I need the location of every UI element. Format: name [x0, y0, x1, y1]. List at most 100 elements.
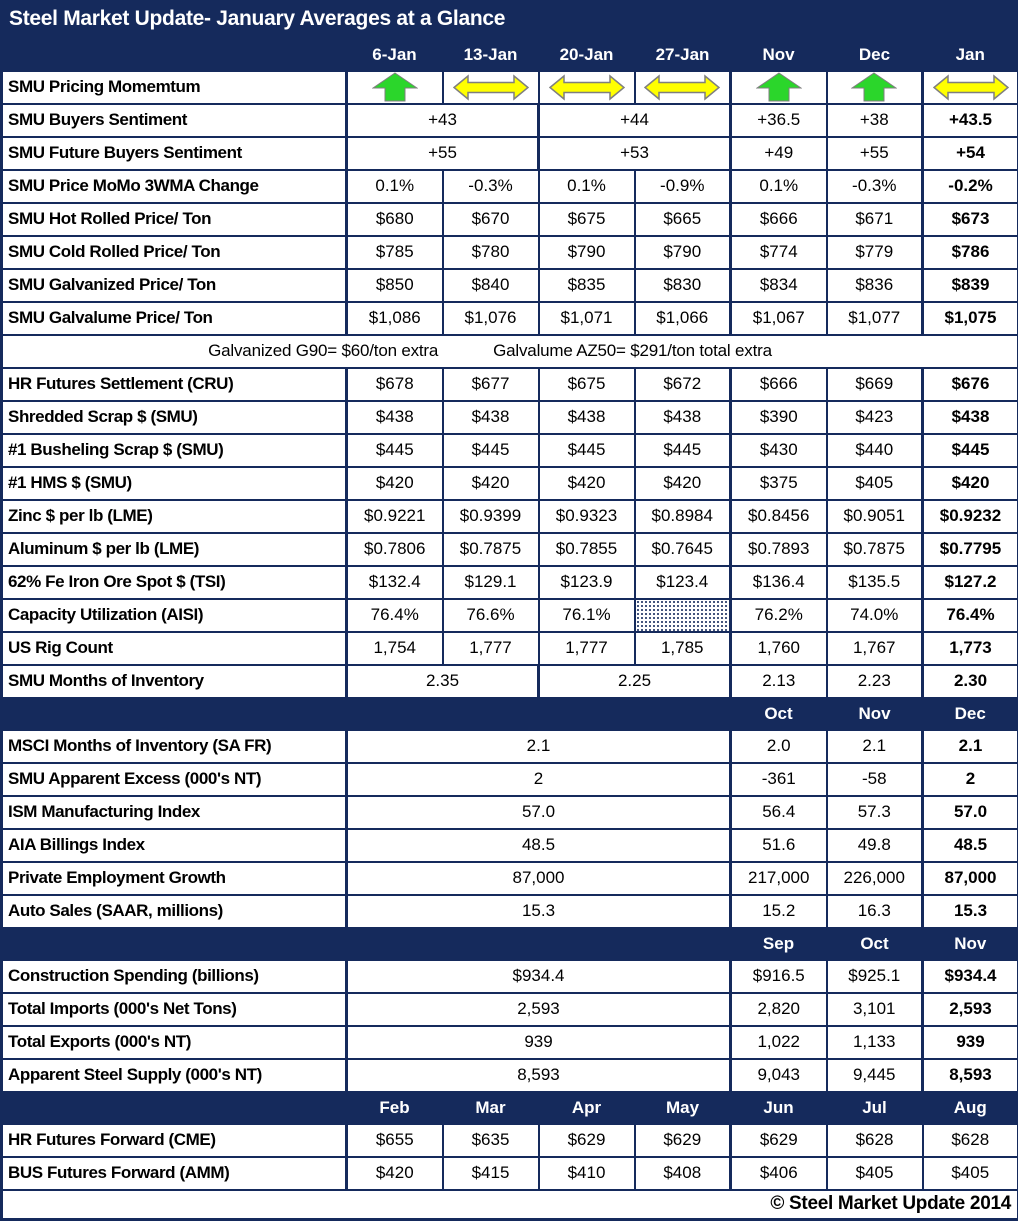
value-cell: $123.4 — [633, 564, 732, 600]
value-cell: $671 — [825, 201, 924, 237]
row-label: HR Futures Settlement (CRU) — [0, 366, 348, 402]
value-cell: $420 — [345, 465, 444, 501]
value-cell: $779 — [825, 234, 924, 270]
row-label: Capacity Utilization (AISI) — [0, 597, 348, 633]
row-label: Zinc $ per lb (LME) — [0, 498, 348, 534]
value-cell: +43 — [345, 102, 540, 138]
column-header: Nov — [921, 926, 1018, 961]
note-text: Galvalume AZ50= $291/ton total extra — [493, 341, 772, 360]
up-arrow-icon — [371, 72, 418, 102]
value-cell: 57.3 — [825, 794, 924, 830]
value-cell: 56.4 — [729, 794, 828, 830]
value-cell: 0.1% — [537, 168, 636, 204]
value-cell: -0.3% — [825, 168, 924, 204]
value-cell: 76.4% — [921, 597, 1018, 633]
value-cell: +36.5 — [729, 102, 828, 138]
value-cell: $925.1 — [825, 958, 924, 994]
data-row: Capacity Utilization (AISI) 76.4% 76.6% 76.… — [0, 597, 1018, 633]
row-label: SMU Apparent Excess (000's NT) — [0, 761, 348, 797]
value-cell: 939 — [345, 1024, 732, 1060]
value-cell: $438 — [345, 399, 444, 435]
data-row: SMU Cold Rolled Price/ Ton $785 $780 $790 $7… — [0, 234, 1018, 270]
row-label: HR Futures Forward (CME) — [0, 1122, 348, 1158]
value-cell: 8,593 — [345, 1057, 732, 1093]
value-cell: 1,777 — [537, 630, 636, 666]
data-row: Auto Sales (SAAR, millions) 15.3 15.2 16.3 1… — [0, 893, 1018, 929]
value-cell: 2,820 — [729, 991, 828, 1027]
up-arrow-icon — [851, 72, 898, 102]
column-header: Feb — [345, 1090, 444, 1125]
band-spacer — [0, 696, 732, 731]
momentum-cell — [825, 69, 924, 105]
row-label: Auto Sales (SAAR, millions) — [0, 893, 348, 929]
value-cell: 8,593 — [921, 1057, 1018, 1093]
value-cell: +54 — [921, 135, 1018, 171]
column-header: Dec — [825, 37, 924, 72]
value-cell: $934.4 — [345, 958, 732, 994]
value-cell: $0.9232 — [921, 498, 1018, 534]
data-row: SMU Buyers Sentiment +43 +44 +36.5 +38 +43.5 — [0, 102, 1018, 138]
band-spacer — [0, 37, 348, 72]
column-header: Jan — [921, 37, 1018, 72]
value-cell: $670 — [441, 201, 540, 237]
band-spacer — [0, 1090, 348, 1125]
momentum-cell — [441, 69, 540, 105]
band-row: Feb Mar Apr May Jun Jul Aug — [0, 1090, 1018, 1125]
data-row: #1 HMS $ (SMU) $420 $420 $420 $420 $375 $405 $4… — [0, 465, 1018, 501]
value-cell: $672 — [633, 366, 732, 402]
value-cell: +43.5 — [921, 102, 1018, 138]
row-label: #1 HMS $ (SMU) — [0, 465, 348, 501]
row-label: Aluminum $ per lb (LME) — [0, 531, 348, 567]
value-cell: $408 — [633, 1155, 732, 1191]
value-cell: 1,022 — [729, 1024, 828, 1060]
value-cell: $0.8984 — [633, 498, 732, 534]
report-table: 6-Jan 13-Jan 20-Jan 27-Jan Nov Dec Jan SMU Pric… — [0, 37, 1018, 1221]
value-cell: $666 — [729, 201, 828, 237]
note-row: Galvanized G90= $60/ton extra Galvalume A… — [0, 333, 1018, 369]
value-cell: $785 — [345, 234, 444, 270]
value-cell: $135.5 — [825, 564, 924, 600]
value-cell: $655 — [345, 1122, 444, 1158]
value-cell: $420 — [633, 465, 732, 501]
data-row: SMU Price MoMo 3WMA Change 0.1% -0.3% 0.1% -… — [0, 168, 1018, 204]
value-cell: $635 — [441, 1122, 540, 1158]
band-row: Sep Oct Nov — [0, 926, 1018, 961]
data-row: Total Imports (000's Net Tons) 2,593 2,820… — [0, 991, 1018, 1027]
value-cell: 2.23 — [825, 663, 924, 699]
value-cell: $440 — [825, 432, 924, 468]
data-row: 62% Fe Iron Ore Spot $ (TSI) $132.4 $129.1… — [0, 564, 1018, 600]
value-cell: 0.1% — [345, 168, 444, 204]
column-header: Dec — [921, 696, 1018, 731]
value-cell: $669 — [825, 366, 924, 402]
value-cell: 1,767 — [825, 630, 924, 666]
value-cell: -0.2% — [921, 168, 1018, 204]
value-cell: +55 — [345, 135, 540, 171]
value-cell: $677 — [441, 366, 540, 402]
column-header: Mar — [441, 1090, 540, 1125]
value-cell: $836 — [825, 267, 924, 303]
value-cell: $430 — [729, 432, 828, 468]
data-row: Total Exports (000's NT) 939 1,022 1,133 939 — [0, 1024, 1018, 1060]
value-cell: $438 — [537, 399, 636, 435]
data-row: SMU Future Buyers Sentiment +55 +53 +49 +55 +… — [0, 135, 1018, 171]
value-cell: $445 — [537, 432, 636, 468]
row-label: Total Exports (000's NT) — [0, 1024, 348, 1060]
column-header: 27-Jan — [633, 37, 732, 72]
row-label: SMU Galvanized Price/ Ton — [0, 267, 348, 303]
value-cell: $790 — [633, 234, 732, 270]
value-cell: $0.9051 — [825, 498, 924, 534]
value-cell: 1,777 — [441, 630, 540, 666]
value-cell: $1,077 — [825, 300, 924, 336]
value-cell: 2.0 — [729, 728, 828, 764]
column-header: Nov — [825, 696, 924, 731]
value-cell: $0.7875 — [441, 531, 540, 567]
value-cell: +38 — [825, 102, 924, 138]
column-header: Sep — [729, 926, 828, 961]
value-cell: 2.30 — [921, 663, 1018, 699]
value-cell: $129.1 — [441, 564, 540, 600]
data-row: AIA Billings Index 48.5 51.6 49.8 48.5 — [0, 827, 1018, 863]
value-cell: 16.3 — [825, 893, 924, 929]
row-label: SMU Future Buyers Sentiment — [0, 135, 348, 171]
value-cell: 939 — [921, 1024, 1018, 1060]
data-row: ISM Manufacturing Index 57.0 56.4 57.3 57.0 — [0, 794, 1018, 830]
